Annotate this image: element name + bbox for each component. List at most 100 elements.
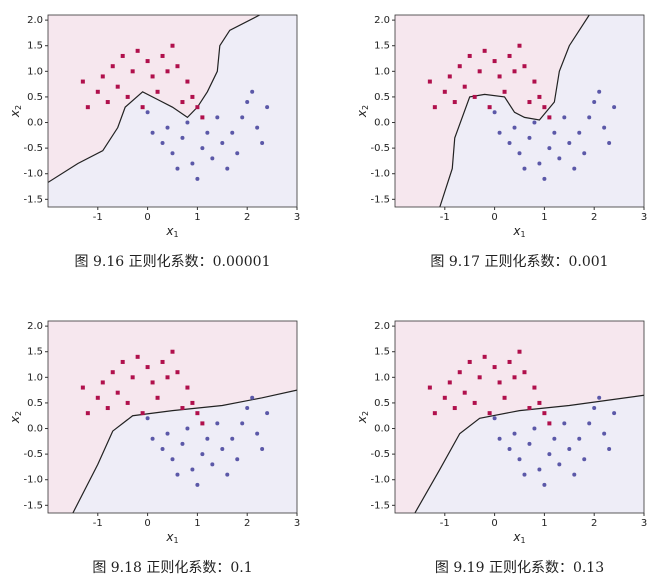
point bbox=[487, 105, 492, 110]
x-axis-label: x1 bbox=[165, 224, 178, 239]
point bbox=[497, 74, 502, 79]
y-tick-label: -0.5 bbox=[370, 143, 390, 154]
point bbox=[135, 354, 140, 359]
y-tick-label: -1.5 bbox=[370, 500, 390, 511]
point bbox=[170, 349, 175, 354]
axes-frame bbox=[394, 14, 645, 208]
point bbox=[607, 447, 612, 451]
point bbox=[175, 370, 180, 375]
point bbox=[245, 406, 250, 411]
point bbox=[155, 395, 160, 400]
point bbox=[230, 130, 235, 135]
point bbox=[195, 482, 200, 487]
caption: 图 9.19 正则化系数：0.13 bbox=[435, 560, 604, 576]
label-base: x bbox=[512, 224, 521, 238]
label-sub: 1 bbox=[174, 536, 179, 545]
point bbox=[215, 115, 220, 120]
point bbox=[497, 380, 502, 385]
point bbox=[522, 166, 527, 171]
caption: 图 9.18 正则化系数：0.1 bbox=[92, 560, 252, 576]
point bbox=[190, 161, 195, 166]
label-sub: 2 bbox=[14, 411, 23, 416]
point bbox=[240, 115, 245, 120]
point bbox=[427, 79, 432, 84]
y-tick-label: -1.0 bbox=[23, 169, 43, 180]
point bbox=[482, 48, 487, 53]
point bbox=[542, 176, 547, 181]
point bbox=[597, 395, 602, 400]
point bbox=[457, 64, 462, 69]
point bbox=[492, 365, 497, 370]
axes-frame bbox=[394, 320, 645, 514]
point bbox=[467, 53, 472, 58]
point bbox=[105, 406, 110, 411]
point bbox=[547, 146, 552, 151]
label-sub: 1 bbox=[521, 230, 526, 239]
y-tick-label: -0.5 bbox=[23, 449, 43, 460]
x-tick-label: 0 bbox=[491, 212, 497, 223]
point bbox=[160, 141, 165, 145]
point bbox=[115, 84, 120, 89]
label-sub: 1 bbox=[521, 536, 526, 545]
point bbox=[185, 79, 190, 84]
region bbox=[395, 15, 590, 207]
decision-boundary bbox=[439, 15, 590, 207]
point bbox=[482, 354, 487, 359]
point bbox=[195, 176, 200, 181]
point bbox=[185, 385, 190, 390]
point bbox=[230, 436, 235, 441]
point bbox=[100, 380, 105, 385]
point bbox=[85, 105, 90, 110]
point bbox=[110, 370, 115, 375]
point bbox=[135, 48, 140, 53]
caption: 图 9.17 正则化系数：0.001 bbox=[430, 254, 608, 270]
point bbox=[587, 115, 592, 120]
region bbox=[395, 321, 644, 513]
caption: 图 9.16 正则化系数：0.00001 bbox=[75, 254, 271, 270]
label-sub: 2 bbox=[361, 105, 370, 110]
point bbox=[542, 411, 547, 416]
point bbox=[95, 395, 100, 400]
point bbox=[597, 89, 602, 94]
y-tick-label: -1.5 bbox=[370, 194, 390, 205]
point bbox=[567, 141, 572, 145]
x-tick-label: -1 bbox=[440, 518, 450, 529]
point bbox=[527, 441, 532, 446]
y-tick-label: -1.5 bbox=[23, 194, 43, 205]
point bbox=[587, 421, 592, 426]
y-axis-label: x2 bbox=[8, 411, 23, 424]
point bbox=[235, 151, 240, 156]
x-tick-label: -1 bbox=[440, 212, 450, 223]
y-tick-label: 2.0 bbox=[27, 321, 43, 332]
point bbox=[210, 156, 215, 161]
point bbox=[140, 105, 145, 110]
point bbox=[447, 380, 452, 385]
x-tick-label: -1 bbox=[93, 518, 103, 529]
point bbox=[120, 53, 125, 58]
point bbox=[205, 130, 210, 135]
point bbox=[487, 411, 492, 416]
y-tick-label: 2.0 bbox=[374, 15, 390, 26]
label-base: x bbox=[8, 415, 22, 424]
point bbox=[150, 436, 155, 441]
point bbox=[100, 74, 105, 79]
point bbox=[517, 43, 522, 48]
y-tick-label: 0.0 bbox=[374, 424, 390, 435]
point bbox=[452, 406, 457, 411]
point bbox=[527, 100, 532, 105]
point bbox=[140, 411, 145, 416]
point bbox=[160, 359, 165, 364]
point bbox=[160, 447, 165, 451]
decision-boundary bbox=[72, 389, 297, 513]
point bbox=[537, 94, 542, 99]
decision-boundary bbox=[48, 15, 260, 183]
x-tick-label: 3 bbox=[294, 212, 300, 223]
point bbox=[200, 421, 205, 426]
point bbox=[517, 349, 522, 354]
point bbox=[190, 400, 195, 405]
y-tick-label: 1.5 bbox=[27, 41, 43, 52]
y-tick-label: -1.0 bbox=[370, 169, 390, 180]
point bbox=[497, 436, 502, 441]
